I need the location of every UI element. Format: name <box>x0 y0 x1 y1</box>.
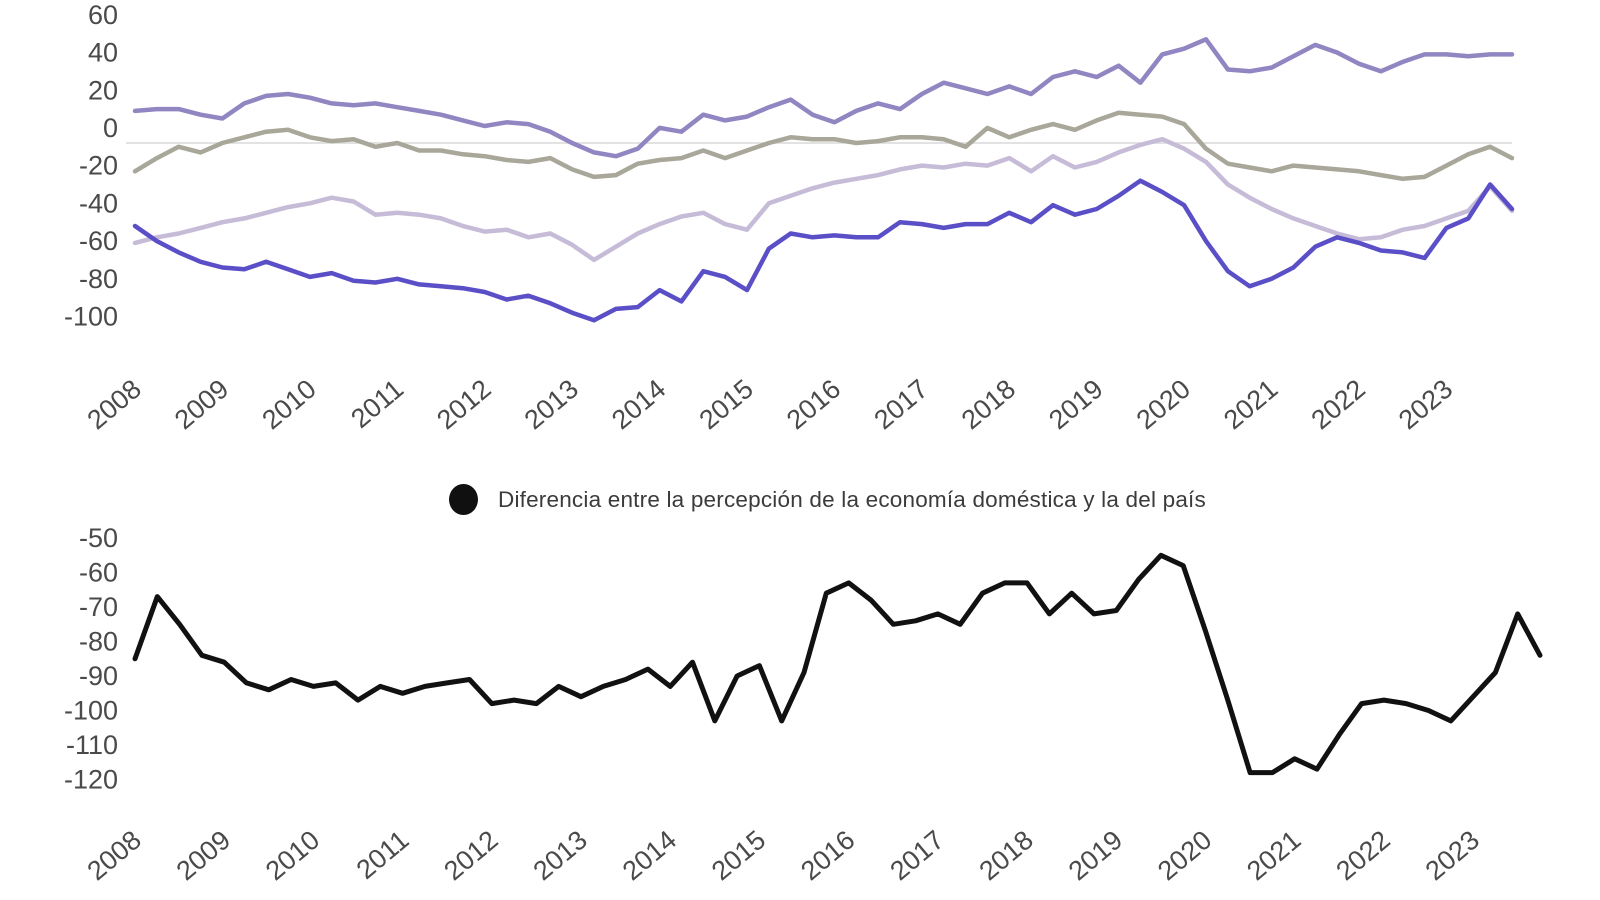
y-tick-label: 40 <box>88 38 118 68</box>
y-tick-label: -20 <box>79 151 118 181</box>
y-tick-label: -60 <box>79 226 118 256</box>
y-tick-label: -100 <box>64 302 118 332</box>
y-tick-label: -60 <box>79 558 118 588</box>
x-tick-label: 2017 <box>884 825 949 887</box>
legend-circle-marker <box>449 484 478 515</box>
y-tick-label: 0 <box>103 113 118 143</box>
y-tick-label: 60 <box>88 0 118 30</box>
y-tick-label: -110 <box>66 730 118 760</box>
y-tick-label: -80 <box>79 627 118 657</box>
series-line-top <box>132 110 1515 182</box>
x-tick-label: 2011 <box>351 825 415 885</box>
x-tick-label: 2022 <box>1330 825 1395 887</box>
series-line-bottom <box>132 552 1543 776</box>
x-tick-label: 2023 <box>1420 825 1485 887</box>
x-tick-label: 2016 <box>795 825 860 887</box>
y-tick-label: -90 <box>79 661 118 691</box>
x-tick-label: 2021 <box>1241 825 1306 887</box>
y-tick-label: -80 <box>79 264 118 294</box>
bottom-chart-legend: Diferencia entre la percepción de la eco… <box>449 484 1206 515</box>
x-tick-label: 2013 <box>528 825 593 887</box>
x-tick-label: 2019 <box>1063 825 1128 887</box>
x-tick-label: 2012 <box>438 825 503 887</box>
legend-label: Diferencia entre la percepción de la eco… <box>498 486 1206 512</box>
x-tick-label: 2020 <box>1152 825 1217 887</box>
y-tick-label: 20 <box>88 75 118 105</box>
series-line-top <box>132 37 1515 159</box>
y-tick-label: -120 <box>64 765 118 795</box>
x-tick-label: 2018 <box>974 825 1039 887</box>
y-tick-label: -40 <box>79 188 118 218</box>
x-tick-label: 2008 <box>82 825 147 887</box>
y-tick-label: -70 <box>79 592 118 622</box>
series-line-top <box>132 178 1515 323</box>
y-tick-label: -50 <box>79 523 118 553</box>
x-tick-label: 2010 <box>260 825 325 887</box>
y-tick-label: -100 <box>64 696 118 726</box>
x-tick-label: 2015 <box>706 825 771 887</box>
x-tick-label: 2009 <box>171 825 236 887</box>
series-line-top <box>132 136 1515 263</box>
x-tick-label: 2014 <box>617 825 682 887</box>
